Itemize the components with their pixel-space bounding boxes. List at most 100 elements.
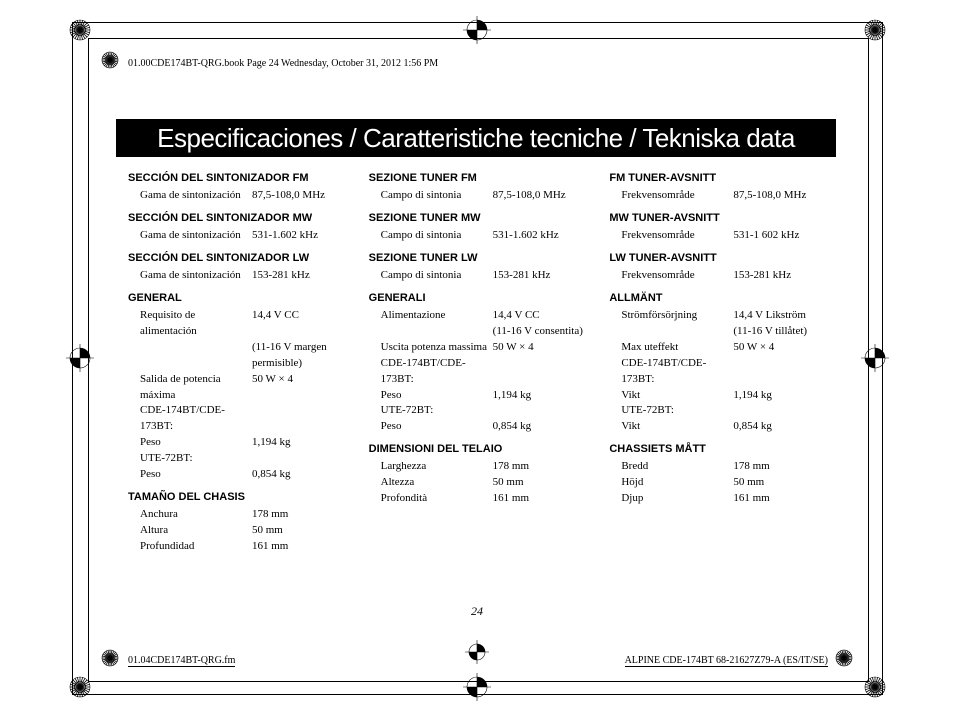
spec-value: 87,5-108,0 MHz [252,188,347,204]
spec-row: Peso1,194 kg [128,435,347,451]
spec-row: Campo di sintonia153-281 kHz [369,268,588,284]
spec-label: Peso [381,388,493,404]
spec-value: 0,854 kg [493,419,588,435]
spec-value [493,403,588,419]
spec-value: 50 mm [733,475,828,491]
starburst-mark-icon [835,649,853,667]
spec-row: Max uteffekt50 W × 4 [609,340,828,356]
spec-label: Altura [140,523,252,539]
spec-row: Campo di sintonia531-1.602 kHz [369,228,588,244]
spec-label: Höjd [621,475,733,491]
spec-row: Frekvensområde87,5-108,0 MHz [609,188,828,204]
spec-label: Requisito de alimentación [140,308,252,340]
spec-value: 50 mm [493,475,588,491]
starburst-mark-icon [101,51,119,69]
spec-label: Gama de sintonización [140,228,252,244]
spec-value [733,356,828,388]
spec-row: Gama de sintonización531-1.602 kHz [128,228,347,244]
spec-value: 1,194 kg [733,388,828,404]
spec-value: 14,4 V Likström [733,308,828,324]
spec-row: Salida de potencia máxima50 W × 4 [128,372,347,404]
spec-label: Peso [140,467,252,483]
starburst-mark-icon [69,676,91,698]
spec-value: 531-1 602 kHz [733,228,828,244]
spec-value: 531-1.602 kHz [493,228,588,244]
section-heading: SECCIÓN DEL SINTONIZADOR FM [128,172,347,184]
spec-row: Frekvensområde153-281 kHz [609,268,828,284]
spec-value: (11-16 V margen permisible) [252,340,347,372]
spec-value: 50 W × 4 [493,340,588,356]
section-heading: MW TUNER-AVSNITT [609,212,828,224]
spec-value [733,403,828,419]
spec-value: 531-1.602 kHz [252,228,347,244]
spec-row: Altezza50 mm [369,475,588,491]
spec-value: 50 W × 4 [733,340,828,356]
spec-label [381,324,493,340]
spec-label: Anchura [140,507,252,523]
spec-value: 161 mm [252,539,347,555]
spec-label: Vikt [621,388,733,404]
spec-label: Uscita potenza massima [381,340,493,356]
spec-label: Campo di sintonia [381,228,493,244]
spec-row: Peso0,854 kg [128,467,347,483]
spec-value: 178 mm [252,507,347,523]
spec-row: (11-16 V tillåtet) [609,324,828,340]
spec-row: CDE-174BT/CDE-173BT: [369,356,588,388]
spec-value: 161 mm [733,491,828,507]
spec-label: Bredd [621,459,733,475]
spec-value: 1,194 kg [252,435,347,451]
spec-value: 153-281 kHz [733,268,828,284]
spec-value: (11-16 V tillåtet) [733,324,828,340]
spec-column: FM TUNER-AVSNITTFrekvensområde87,5-108,0… [609,172,828,555]
spec-label: CDE-174BT/CDE-173BT: [381,356,493,388]
spec-row: UTE-72BT: [609,403,828,419]
spec-label [621,324,733,340]
spec-row: Larghezza178 mm [369,459,588,475]
section-heading: SECCIÓN DEL SINTONIZADOR MW [128,212,347,224]
spec-row: Gama de sintonización87,5-108,0 MHz [128,188,347,204]
section-heading: ALLMÄNT [609,292,828,304]
section-heading: DIMENSIONI DEL TELAIO [369,443,588,455]
spec-label: Peso [381,419,493,435]
footer-right: ALPINE CDE-174BT 68-21627Z79-A (ES/IT/SE… [625,655,828,667]
spec-label: UTE-72BT: [381,403,493,419]
spec-label: Frekvensområde [621,268,733,284]
spec-row: Profundidad161 mm [128,539,347,555]
spec-row: CDE-174BT/CDE-173BT: [128,403,347,435]
spec-value: 87,5-108,0 MHz [493,188,588,204]
spec-columns: SECCIÓN DEL SINTONIZADOR FM Gama de sinto… [128,172,828,555]
spec-value: 153-281 kHz [493,268,588,284]
spec-row: Vikt1,194 kg [609,388,828,404]
spec-label: UTE-72BT: [621,403,733,419]
spec-column: SECCIÓN DEL SINTONIZADOR FM Gama de sinto… [128,172,347,555]
spec-value: 0,854 kg [733,419,828,435]
spec-row: Vikt0,854 kg [609,419,828,435]
spec-label: Altezza [381,475,493,491]
spec-label: Vikt [621,419,733,435]
spec-value: 0,854 kg [252,467,347,483]
spec-label: CDE-174BT/CDE-173BT: [621,356,733,388]
spec-value [252,451,347,467]
footer-left: 01.04CDE174BT-QRG.fm [128,655,235,667]
spec-row: Frekvensområde531-1 602 kHz [609,228,828,244]
spec-row: UTE-72BT: [369,403,588,419]
spec-value: 14,4 V CC [252,308,347,340]
spec-label: Larghezza [381,459,493,475]
page-title-banner: Especificaciones / Caratteristiche tecni… [116,119,836,157]
spec-label: Gama de sintonización [140,188,252,204]
section-heading: GENERALI [369,292,588,304]
spec-label: Campo di sintonia [381,188,493,204]
spec-row: Peso1,194 kg [369,388,588,404]
section-heading: SEZIONE TUNER MW [369,212,588,224]
spec-label [140,340,252,372]
registration-mark-icon [66,344,94,372]
starburst-mark-icon [864,19,886,41]
spec-row: (11-16 V consentita) [369,324,588,340]
spec-label: Salida de potencia máxima [140,372,252,404]
spec-column: SEZIONE TUNER FMCampo di sintonia87,5-10… [369,172,588,555]
section-heading: SEZIONE TUNER LW [369,252,588,264]
spec-row: Alimentazione14,4 V CC [369,308,588,324]
starburst-mark-icon [101,649,119,667]
spec-row: CDE-174BT/CDE-173BT: [609,356,828,388]
section-heading: SECCIÓN DEL SINTONIZADOR LW [128,252,347,264]
